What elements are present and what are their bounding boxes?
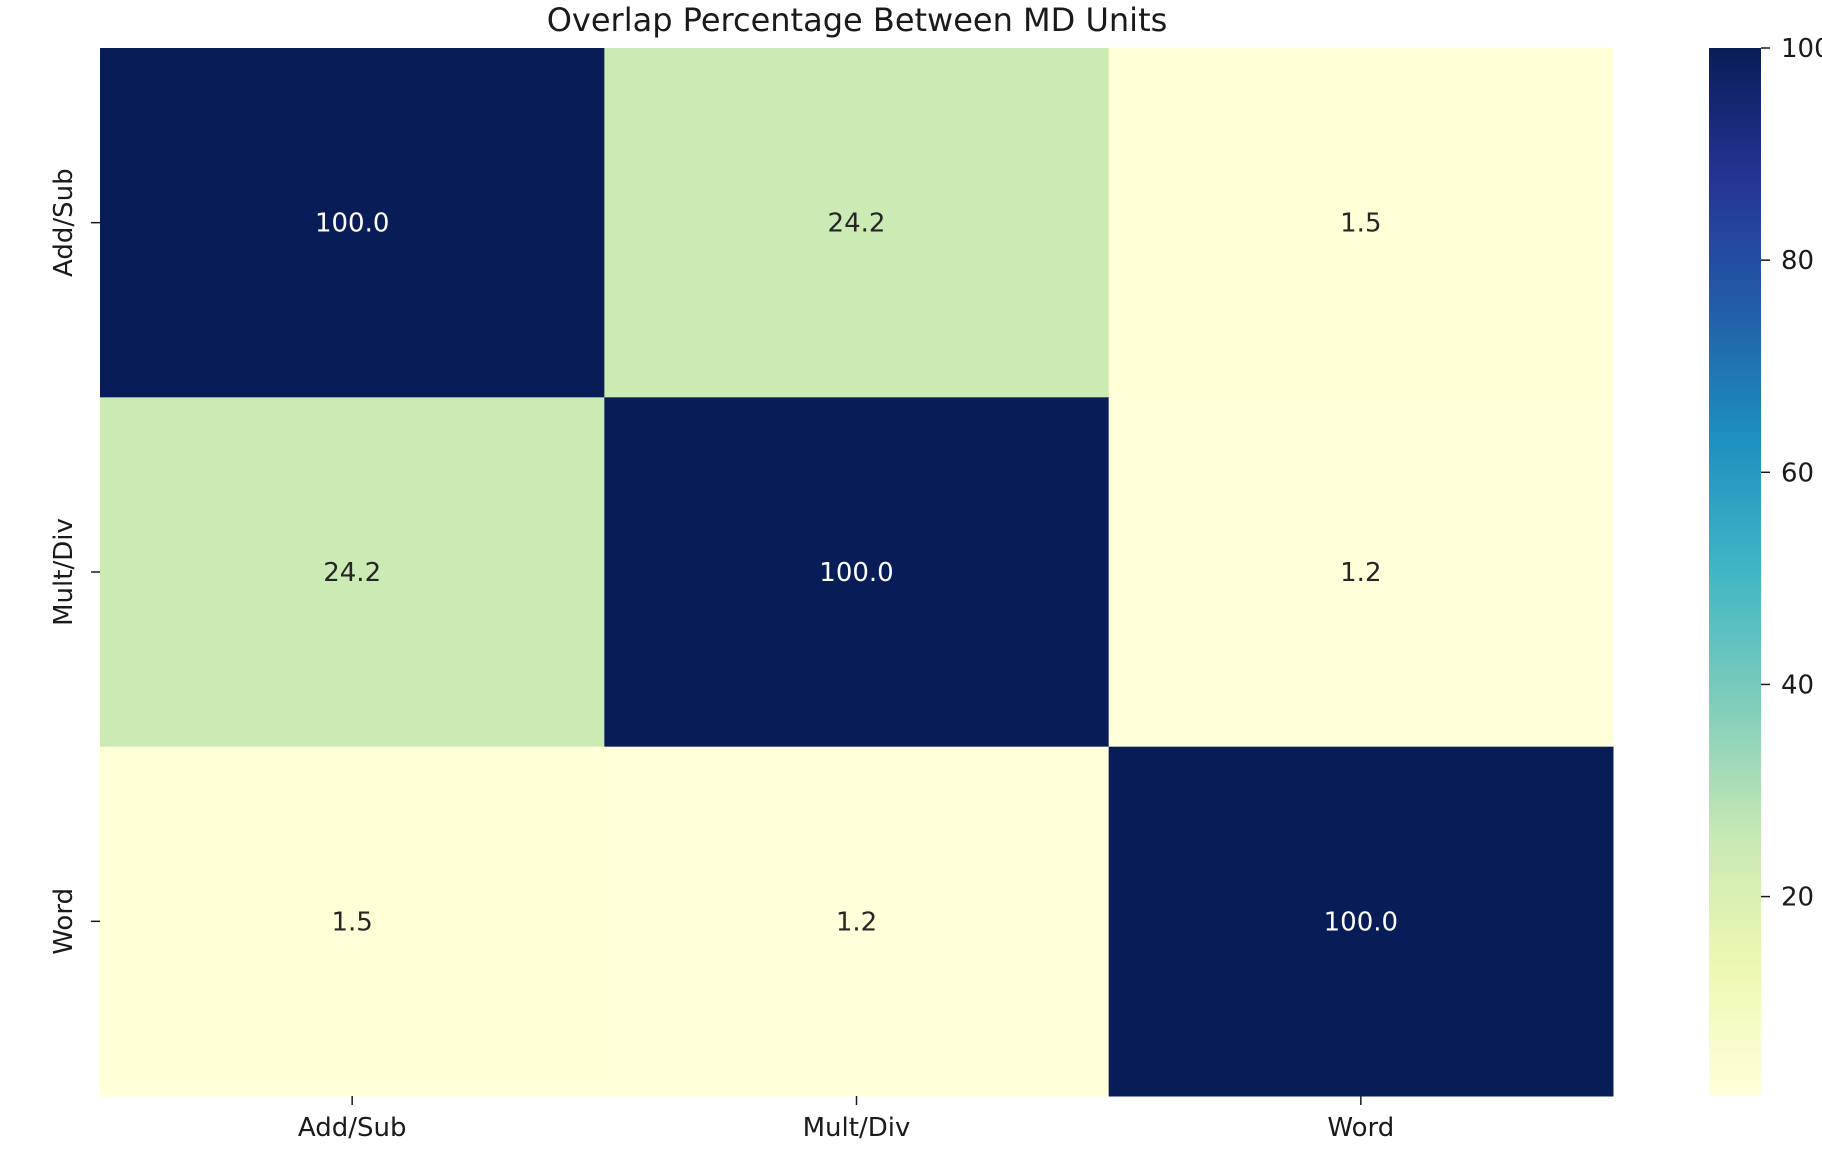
heatmap-cell [604,397,1110,748]
y-tick-label: Mult/Div [49,518,79,626]
cell-value-label: 1.5 [1340,209,1381,239]
heatmap-cell [100,48,605,398]
y-axis: Add/Sub Mult/Div Word [49,168,100,955]
heatmap-cell [604,746,1110,1097]
heatmap-cell [1108,746,1614,1097]
chart-title: Overlap Percentage Between MD Units [547,1,1168,39]
x-axis: Add/Sub Mult/Div Word [298,1096,1394,1143]
cell-value-label: 24.2 [828,209,886,239]
cell-value-label: 100.0 [315,209,389,239]
heatmap-cell [100,397,605,748]
cell-value-label: 1.2 [836,907,877,937]
cell-value-label: 100.0 [819,558,893,588]
x-tick-label: Word [1327,1113,1394,1143]
colorbar-tick-label: 80 [1781,246,1814,276]
heatmap-cells: 100.0 24.2 1.5 24.2 100.0 1.2 1.5 1.2 100.0 [100,48,1614,1097]
colorbar-axis: 20 40 60 80 100 [1761,34,1822,913]
cell-value-label: 1.2 [1340,558,1381,588]
heatmap-cell [1108,48,1614,398]
colorbar-tick-label: 20 [1781,883,1814,913]
x-tick-label: Add/Sub [298,1113,407,1143]
x-tick-label: Mult/Div [803,1113,911,1143]
colorbar-tick-label: 40 [1781,670,1814,700]
cell-value-label: 100.0 [1324,907,1398,937]
heatmap-cell [604,48,1110,398]
colorbar-tick-label: 100 [1781,34,1822,64]
heatmap-cell [100,746,605,1097]
colorbar [1709,48,1761,1096]
colorbar-tick-label: 60 [1781,458,1814,488]
colorbar-gradient [1709,48,1761,1096]
y-tick-label: Word [49,888,79,955]
cell-value-label: 1.5 [331,907,372,937]
heatmap-cell [1108,397,1614,748]
y-tick-label: Add/Sub [49,168,79,277]
cell-value-label: 24.2 [323,558,381,588]
